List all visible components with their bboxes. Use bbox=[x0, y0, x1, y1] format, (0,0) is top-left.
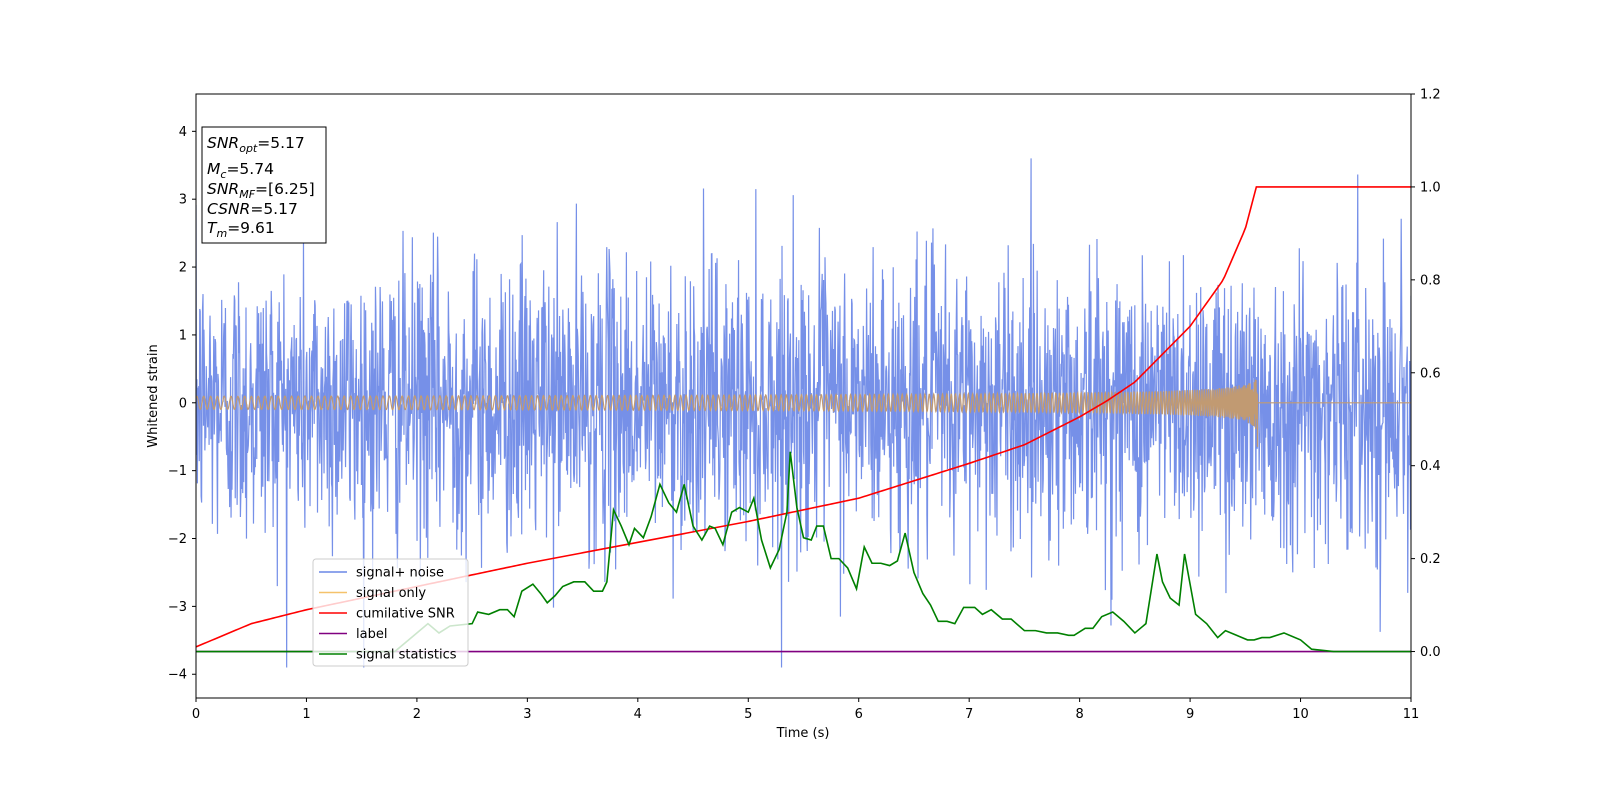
info-box-frame bbox=[201, 126, 327, 244]
y2-tick-label: 1.2 bbox=[1420, 88, 1441, 103]
info-mc: Mc=5.74 bbox=[207, 160, 274, 181]
x-tick-label: 3 bbox=[523, 707, 531, 722]
x-tick-label: 5 bbox=[744, 707, 752, 722]
x-axis: 0 1 2 3 4 5 6 7 8 9 10 11 bbox=[192, 698, 1419, 722]
y-tick-label: 3 bbox=[179, 193, 187, 208]
x-tick-label: 7 bbox=[965, 707, 973, 722]
legend-label: cumilative SNR bbox=[356, 607, 455, 622]
y-tick-label: −4 bbox=[168, 668, 187, 683]
y2-tick-label: 0.2 bbox=[1420, 552, 1441, 567]
x-tick-label: 6 bbox=[855, 707, 863, 722]
y-axis-left: −4 −3 −2 −1 0 1 2 3 4 bbox=[168, 125, 196, 683]
x-tick-label: 1 bbox=[302, 707, 310, 722]
info-snr-opt: SNRopt=5.17 bbox=[207, 134, 305, 155]
x-tick-label: 4 bbox=[634, 707, 642, 722]
legend-label: signal+ noise bbox=[356, 566, 444, 581]
y-tick-label: −3 bbox=[168, 600, 187, 615]
info-tm: Tm=9.61 bbox=[207, 219, 275, 240]
y-tick-label: −1 bbox=[168, 464, 187, 479]
y-tick-label: −2 bbox=[168, 532, 187, 547]
series-signal-noise bbox=[196, 158, 1411, 668]
info-csnr: CSNR=5.17 bbox=[207, 200, 298, 218]
legend-frame bbox=[312, 558, 469, 667]
x-tick-label: 10 bbox=[1292, 707, 1309, 722]
info-snr-mf: SNRMF=[6.25] bbox=[207, 180, 315, 201]
info-box: SNRopt=5.17 Mc=5.74 SNRMF=[6.25] CSNR=5.… bbox=[201, 126, 327, 244]
y-tick-label: 2 bbox=[179, 261, 187, 276]
series-signal-statistics bbox=[196, 451, 1411, 653]
x-axis-label: Time (s) bbox=[776, 726, 830, 741]
legend-label: signal only bbox=[356, 586, 426, 601]
y-axis-right: 0.0 0.2 0.4 0.6 0.8 1.0 1.2 bbox=[1411, 88, 1441, 660]
x-tick-label: 8 bbox=[1075, 707, 1083, 722]
series-signal-only bbox=[196, 379, 1411, 447]
y-tick-label: 4 bbox=[179, 125, 187, 140]
plot-frame bbox=[195, 93, 1412, 699]
y-tick-label: 0 bbox=[179, 396, 187, 411]
y2-tick-label: 0.6 bbox=[1420, 366, 1441, 381]
y2-tick-label: 1.0 bbox=[1420, 180, 1441, 195]
x-tick-label: 9 bbox=[1186, 707, 1194, 722]
y-axis-label: Whitened strain bbox=[146, 344, 161, 447]
x-tick-label: 0 bbox=[192, 707, 200, 722]
y2-tick-label: 0.8 bbox=[1420, 273, 1441, 288]
x-tick-label: 11 bbox=[1403, 707, 1420, 722]
x-tick-label: 2 bbox=[413, 707, 421, 722]
y2-tick-label: 0.4 bbox=[1420, 459, 1441, 474]
y2-tick-label: 0.0 bbox=[1420, 645, 1441, 660]
legend-label: signal statistics bbox=[356, 648, 457, 663]
legend-label: label bbox=[356, 627, 387, 642]
y-tick-label: 1 bbox=[179, 328, 187, 343]
legend: signal+ noise signal only cumilative SNR la… bbox=[312, 558, 469, 667]
